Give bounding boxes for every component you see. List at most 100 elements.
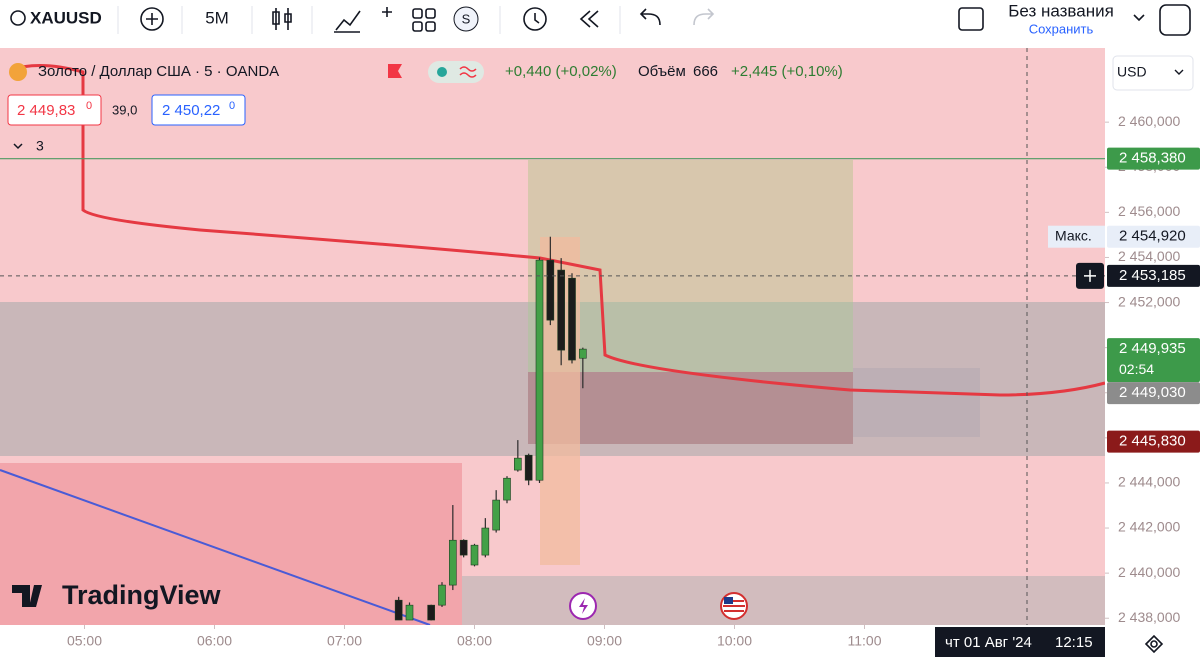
indicators[interactable] — [334, 10, 361, 33]
alert-hand — [534, 13, 540, 24]
watermark: TradingView — [62, 580, 222, 610]
candle-body — [405, 604, 414, 621]
candle-body — [546, 259, 555, 321]
watermark-logo — [12, 585, 42, 607]
candle-body — [514, 457, 522, 471]
y-tick-label: 2 438,000 — [1118, 609, 1180, 625]
status-pill[interactable] — [428, 61, 484, 83]
price-tag-box — [1048, 225, 1105, 248]
candle-body — [535, 259, 544, 481]
price-label-box — [1107, 264, 1200, 287]
x-tick-label: 10:00 — [717, 633, 752, 649]
price-tag: Макс. — [1055, 227, 1092, 243]
symbol-logo — [9, 63, 27, 81]
layout-icon — [425, 8, 436, 19]
buy-box[interactable] — [151, 94, 246, 126]
range-zone — [0, 463, 462, 625]
price-label-box — [1107, 430, 1200, 453]
y-tick-label: 2 460,000 — [1118, 113, 1180, 129]
crosshair-date: чт 01 Авг '24 — [945, 634, 1032, 651]
target-box — [528, 302, 853, 372]
bid-sup: 0 — [86, 100, 92, 112]
candle-body — [438, 584, 446, 606]
replay[interactable] — [579, 10, 599, 28]
price-label: 2 458,380 — [1119, 150, 1186, 167]
candle-body — [394, 599, 403, 621]
ask-sup: 0 — [229, 100, 235, 112]
toolbar — [0, 0, 1200, 48]
layout-menu[interactable] — [1133, 14, 1145, 22]
session-button[interactable] — [453, 6, 479, 32]
bid: 2 449,83 — [17, 102, 75, 119]
settings[interactable] — [1144, 634, 1164, 654]
y-tick-label: 2 440,000 — [1118, 564, 1180, 580]
price-label-box — [1107, 147, 1200, 170]
indicators-count: 3 — [36, 138, 44, 154]
change: +0,440 (+0,02%) — [505, 63, 617, 80]
volume-label: Объём — [638, 63, 686, 80]
chart-type[interactable] — [272, 8, 292, 30]
candle-body — [568, 277, 576, 361]
currency-box[interactable] — [1112, 55, 1194, 91]
price-label: 2 454,920 — [1119, 228, 1186, 245]
x-tick-label: 05:00 — [67, 633, 102, 649]
price-label: 2 453,185 — [1119, 267, 1186, 284]
layout-icon — [412, 21, 423, 32]
symbol[interactable]: XAUUSD — [30, 8, 102, 27]
add-symbol-plus — [146, 13, 158, 25]
fullscreen[interactable] — [1159, 4, 1191, 36]
x-tick-label: 07:00 — [327, 633, 362, 649]
save[interactable]: Сохранить — [1029, 21, 1094, 36]
y-tick-label: 2 442,000 — [1118, 519, 1180, 535]
price-label-box — [1107, 382, 1200, 405]
x-tick-label: 08:00 — [457, 633, 492, 649]
currency: USD — [1117, 64, 1147, 80]
candle-body — [579, 348, 587, 359]
layout-icon[interactable] — [412, 8, 423, 19]
candle-body — [449, 539, 457, 586]
layout-toggle[interactable] — [958, 7, 984, 31]
search-icon[interactable] — [10, 10, 26, 26]
indicators-plus — [382, 7, 392, 17]
x-tick-label: 06:00 — [197, 633, 232, 649]
candle-body — [481, 527, 490, 556]
undo[interactable] — [639, 8, 661, 26]
flag[interactable] — [388, 64, 402, 78]
price-label: 2 449,030 — [1119, 384, 1186, 401]
change-2: +2,445 (+0,10%) — [731, 63, 843, 80]
y-tick-label: 2 452,000 — [1118, 293, 1180, 309]
candle-body — [492, 499, 500, 531]
crosshair-time-box — [935, 627, 1105, 657]
collapse-icon[interactable] — [13, 143, 23, 150]
legend-title: Золото / Доллар США · 5 · OANDA — [38, 63, 279, 80]
interval[interactable]: 5M — [205, 8, 229, 27]
y-tick-label: 2 456,000 — [1118, 203, 1180, 219]
crosshair-time: 12:15 — [1055, 634, 1093, 651]
price-label: 2 449,935 — [1119, 340, 1186, 357]
layout-name[interactable]: Без названия — [1008, 1, 1114, 20]
crosshair-plus — [1084, 269, 1096, 282]
add-symbol[interactable] — [140, 7, 164, 31]
range-zone — [462, 576, 1105, 625]
currency-menu — [1174, 69, 1184, 75]
price-label: 2 445,830 — [1119, 433, 1186, 450]
trend-line — [0, 469, 431, 626]
spread: 39,0 — [112, 102, 137, 117]
price-axis — [1105, 48, 1200, 625]
x-tick-label: 09:00 — [587, 633, 622, 649]
candle-body — [524, 454, 533, 481]
price-label-box — [1107, 338, 1200, 383]
data-delay — [459, 66, 477, 78]
sell-box[interactable] — [7, 94, 102, 126]
range-zone — [853, 368, 980, 437]
layout-icon — [425, 21, 436, 32]
candle-body — [557, 269, 565, 351]
indicator-line — [9, 63, 1106, 397]
x-tick-label: 11:00 — [848, 633, 882, 649]
redo[interactable] — [693, 8, 715, 26]
y-tick-label: 2 444,000 — [1118, 474, 1180, 490]
candle-body — [470, 544, 479, 566]
alert[interactable] — [523, 7, 547, 31]
